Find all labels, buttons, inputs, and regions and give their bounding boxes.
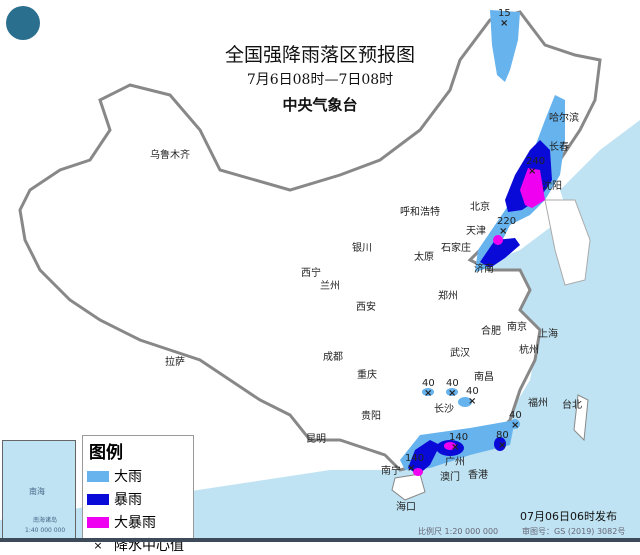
city-label: 香港 — [468, 470, 488, 481]
cross-icon: × — [451, 442, 460, 453]
legend-item-heavy-rain: 大雨 — [87, 466, 193, 486]
cross-icon: × — [499, 226, 508, 237]
city-label: 澳门 — [440, 472, 460, 483]
rain-center-value: 140 — [405, 453, 425, 464]
city-label: 杭州 — [519, 345, 539, 356]
city-label: 乌鲁木齐 — [150, 150, 190, 161]
city-label: 西宁 — [301, 268, 321, 279]
legend: 图例 大雨 暴雨 大暴雨 × 降水中心值 — [82, 435, 194, 554]
city-label: 济南 — [474, 264, 494, 275]
city-label: 南昌 — [474, 372, 494, 383]
inset-islands-label: 南海诸岛 — [33, 517, 58, 524]
city-label: 重庆 — [357, 370, 377, 381]
rain-center-value: 15 — [498, 8, 511, 19]
inset-sea-label: 南海 — [29, 487, 45, 496]
city-label: 武汉 — [450, 348, 470, 359]
city-label: 成都 — [323, 352, 343, 363]
rain-center-value: 240 — [526, 156, 546, 167]
map-approval-number: 审图号：GS (2019) 3082号 — [522, 527, 626, 536]
city-label: 长沙 — [434, 404, 454, 415]
cross-icon: × — [498, 440, 507, 451]
cross-icon: × — [500, 18, 509, 29]
city-label: 银川 — [352, 243, 372, 254]
city-label: 天津 — [466, 226, 486, 237]
city-label: 海口 — [396, 502, 416, 513]
south-china-sea-inset: 南海 南海诸岛 1:40 000 000 — [2, 440, 76, 540]
city-label: 呼和浩特 — [400, 207, 440, 218]
city-label: 南宁 — [381, 466, 401, 477]
cma-logo — [6, 6, 40, 40]
city-label: 哈尔滨 — [549, 113, 579, 124]
city-label: 沈阳 — [542, 181, 562, 192]
china-outline — [18, 10, 602, 472]
bottom-bar — [0, 538, 640, 542]
cross-icon: × — [407, 463, 416, 474]
legend-item-severe-rainstorm: 大暴雨 — [87, 512, 193, 532]
issuer: 中央气象台 — [282, 96, 358, 114]
taiwan — [573, 394, 589, 442]
publish-time: 07月06日06时发布 — [520, 510, 617, 523]
map-title: 全国强降雨落区预报图 — [224, 44, 415, 66]
korea — [544, 199, 591, 286]
city-label: 长春 — [549, 142, 569, 153]
rain-center-value: 140 — [449, 432, 469, 443]
cross-icon: × — [424, 388, 433, 399]
city-label: 广州 — [445, 457, 465, 468]
legend-item-rainstorm: 暴雨 — [87, 489, 193, 509]
city-label: 兰州 — [320, 281, 340, 292]
city-label: 南京 — [507, 322, 527, 333]
rain-center-value: 40 — [466, 386, 479, 397]
rain-center-value: 80 — [496, 430, 509, 441]
rain-center-value: 220 — [497, 216, 517, 227]
city-label: 太原 — [414, 252, 434, 263]
city-label: 北京 — [470, 202, 490, 213]
city-label: 合肥 — [481, 326, 501, 337]
city-label: 石家庄 — [441, 243, 471, 254]
rain-center-value: 40 — [422, 378, 435, 389]
cross-icon: × — [528, 166, 537, 177]
cross-icon: × — [448, 388, 457, 399]
map-scale: 比例尺 1:20 000 000 — [418, 527, 499, 536]
city-label: 拉萨 — [165, 357, 185, 368]
city-label: 台北 — [562, 400, 582, 411]
cross-icon: × — [468, 396, 477, 407]
legend-title: 图例 — [89, 443, 123, 463]
cross-icon: × — [511, 420, 520, 431]
city-label: 郑州 — [438, 291, 458, 302]
city-label: 西安 — [356, 302, 376, 313]
severe-rainstorm-areas — [413, 168, 545, 476]
forecast-period: 7月6日08时—7日08时 — [246, 72, 394, 88]
rain-center-value: 40 — [446, 378, 459, 389]
city-label: 贵阳 — [361, 411, 381, 422]
city-label: 上海 — [538, 329, 558, 340]
inset-scale: 1:40 000 000 — [25, 527, 66, 534]
korea-japan-sea — [560, 120, 640, 300]
rain-center-value: 40 — [509, 410, 522, 421]
city-label: 福州 — [528, 398, 548, 409]
city-label: 昆明 — [306, 434, 326, 445]
